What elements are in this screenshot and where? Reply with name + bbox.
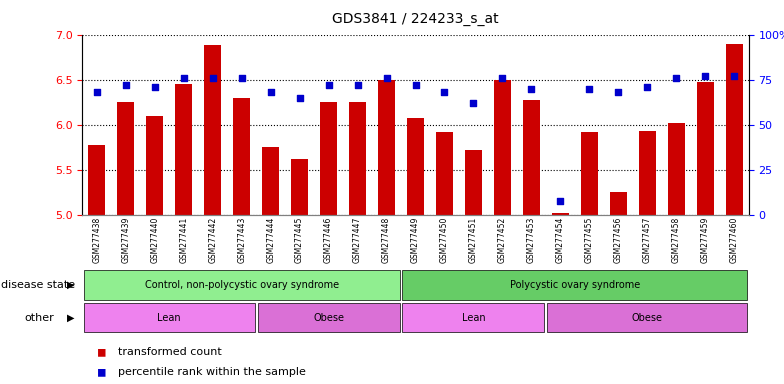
FancyBboxPatch shape [84,303,255,333]
Bar [204,45,221,215]
Point [641,84,654,90]
Text: Control, non-polycystic ovary syndrome: Control, non-polycystic ovary syndrome [144,280,339,290]
Point [380,75,393,81]
Point [554,197,567,204]
Bar [407,118,424,215]
Point [351,82,364,88]
Point [322,82,335,88]
Bar [668,123,685,215]
Bar [581,132,598,215]
Text: Lean: Lean [158,313,181,323]
Bar [88,145,106,215]
Text: ▶: ▶ [67,313,74,323]
Point [496,75,509,81]
Bar [117,102,135,215]
Text: Lean: Lean [462,313,485,323]
Point [235,75,248,81]
Point [119,82,132,88]
FancyBboxPatch shape [402,270,747,300]
Bar [552,213,569,215]
Bar [725,44,743,215]
Point [177,75,190,81]
Bar [146,116,163,215]
Point [670,75,683,81]
Bar [465,150,482,215]
Point [90,89,103,95]
Text: disease state: disease state [1,280,75,290]
Point [583,86,596,92]
Bar [610,192,627,215]
Bar [523,101,540,215]
Point [206,75,219,81]
Point [467,100,480,106]
Bar [639,131,656,215]
Point [699,73,712,79]
Bar [291,159,308,215]
FancyBboxPatch shape [547,303,747,333]
Text: Polycystic ovary syndrome: Polycystic ovary syndrome [510,280,640,290]
Text: Obese: Obese [313,313,344,323]
Bar [436,132,453,215]
Text: ■: ■ [98,345,106,358]
FancyBboxPatch shape [402,303,544,333]
Bar [233,98,250,215]
Text: GDS3841 / 224233_s_at: GDS3841 / 224233_s_at [332,12,499,25]
Bar [320,102,337,215]
Point [148,84,161,90]
FancyBboxPatch shape [84,270,400,300]
Point [293,95,306,101]
Text: percentile rank within the sample: percentile rank within the sample [118,366,306,377]
Point [612,89,625,95]
Text: other: other [24,313,54,323]
Text: ■: ■ [98,365,106,378]
Text: ▶: ▶ [67,280,74,290]
Text: transformed count: transformed count [118,346,221,357]
Bar [378,80,395,215]
Point [525,86,538,92]
Bar [175,84,192,215]
FancyBboxPatch shape [258,303,400,333]
Bar [494,80,511,215]
Bar [349,102,366,215]
Bar [696,83,714,215]
Bar [262,147,279,215]
Point [264,89,277,95]
Point [728,73,741,79]
Point [409,82,422,88]
Text: Obese: Obese [632,313,662,323]
Point [438,89,451,95]
